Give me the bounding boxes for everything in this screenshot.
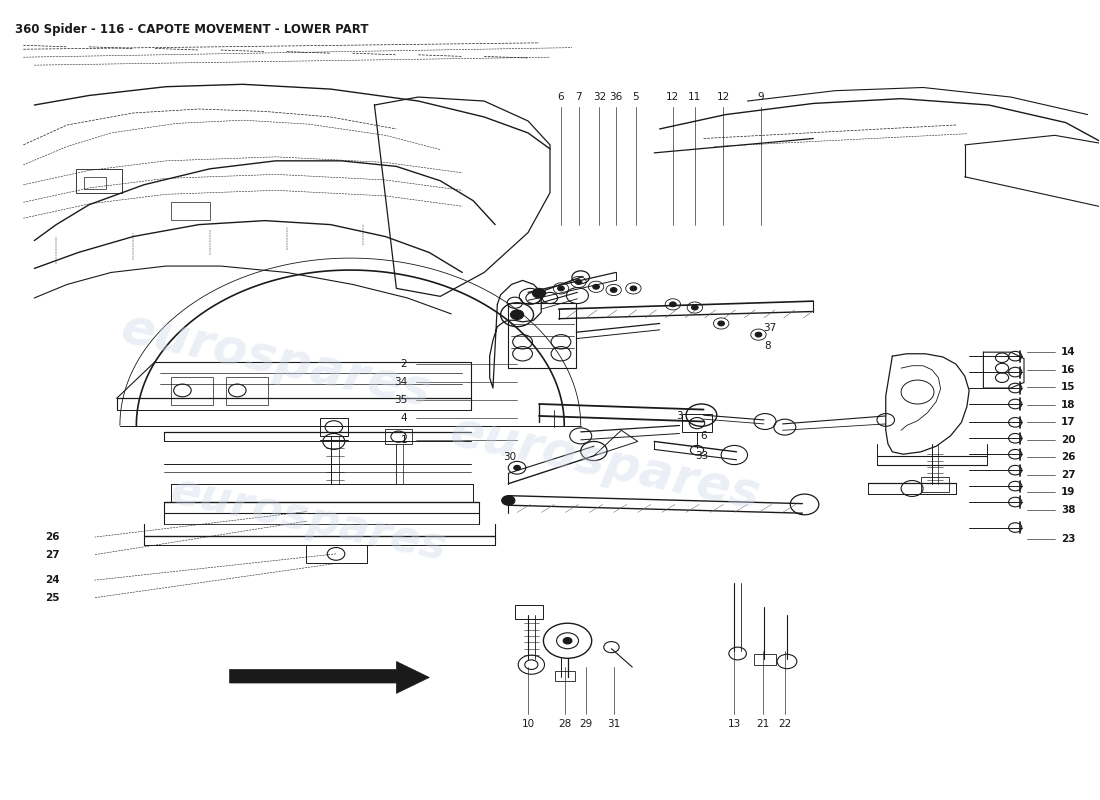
- Text: 9: 9: [758, 92, 764, 102]
- Bar: [76, 169, 122, 193]
- Text: eurospares: eurospares: [117, 304, 436, 417]
- Bar: [172, 202, 210, 220]
- Circle shape: [563, 638, 572, 644]
- Text: 17: 17: [1062, 418, 1076, 427]
- Text: 28: 28: [559, 719, 572, 730]
- Text: 20: 20: [1062, 435, 1076, 445]
- Text: 16: 16: [1062, 365, 1076, 374]
- Text: 6: 6: [701, 431, 707, 441]
- Circle shape: [756, 332, 762, 337]
- Circle shape: [630, 286, 637, 290]
- Text: 23: 23: [1062, 534, 1076, 544]
- Text: 6: 6: [558, 92, 564, 102]
- Text: 13: 13: [728, 719, 741, 730]
- Text: 18: 18: [1062, 400, 1076, 410]
- Text: 11: 11: [689, 92, 702, 102]
- Text: 33: 33: [695, 451, 708, 461]
- Text: 12: 12: [717, 92, 730, 102]
- Text: 7: 7: [575, 92, 582, 102]
- Text: 360 Spider - 116 - CAPOTE MOVEMENT - LOWER PART: 360 Spider - 116 - CAPOTE MOVEMENT - LOW…: [14, 23, 368, 36]
- Circle shape: [502, 496, 515, 506]
- Circle shape: [718, 321, 725, 326]
- Circle shape: [558, 286, 564, 290]
- Text: 21: 21: [756, 719, 770, 730]
- Text: 19: 19: [1062, 487, 1076, 498]
- Circle shape: [575, 280, 582, 285]
- Text: 27: 27: [45, 550, 59, 560]
- Text: 30: 30: [503, 452, 516, 462]
- Bar: [385, 430, 411, 444]
- Text: 10: 10: [521, 719, 535, 730]
- Text: 27: 27: [1062, 470, 1076, 480]
- Text: 1: 1: [400, 435, 407, 445]
- Text: 31: 31: [607, 719, 620, 730]
- Text: 38: 38: [1062, 505, 1076, 515]
- Bar: [84, 177, 106, 189]
- Text: 22: 22: [778, 719, 791, 730]
- Circle shape: [514, 466, 520, 470]
- Bar: [227, 377, 268, 405]
- Circle shape: [670, 302, 676, 306]
- Text: 25: 25: [45, 593, 59, 602]
- Text: 15: 15: [1062, 382, 1076, 392]
- Text: 12: 12: [667, 92, 680, 102]
- Text: 8: 8: [763, 341, 771, 350]
- Bar: [515, 605, 543, 619]
- Circle shape: [610, 287, 617, 292]
- Bar: [307, 545, 366, 563]
- Text: 5: 5: [632, 92, 639, 102]
- Text: 26: 26: [45, 532, 59, 542]
- Text: 37: 37: [762, 323, 777, 334]
- Text: 36: 36: [609, 92, 623, 102]
- Bar: [172, 377, 213, 405]
- Bar: [921, 478, 949, 492]
- Text: 34: 34: [394, 378, 407, 387]
- Bar: [682, 414, 713, 432]
- Bar: [508, 302, 576, 368]
- Bar: [556, 671, 575, 681]
- Text: 29: 29: [580, 719, 593, 730]
- Text: 2: 2: [400, 359, 407, 369]
- Bar: [320, 418, 348, 436]
- Text: 4: 4: [400, 413, 407, 422]
- Circle shape: [532, 288, 546, 298]
- Text: 35: 35: [394, 395, 407, 405]
- Text: 3: 3: [676, 411, 683, 421]
- Circle shape: [593, 285, 600, 289]
- Text: 14: 14: [1062, 347, 1076, 357]
- Text: eurospares: eurospares: [446, 407, 764, 520]
- Bar: [755, 654, 775, 665]
- Polygon shape: [230, 662, 429, 694]
- Text: 24: 24: [45, 575, 59, 585]
- Circle shape: [510, 310, 524, 319]
- Text: 32: 32: [593, 92, 606, 102]
- Circle shape: [692, 305, 698, 310]
- Text: 26: 26: [1062, 452, 1076, 462]
- Text: eurospares: eurospares: [166, 470, 451, 570]
